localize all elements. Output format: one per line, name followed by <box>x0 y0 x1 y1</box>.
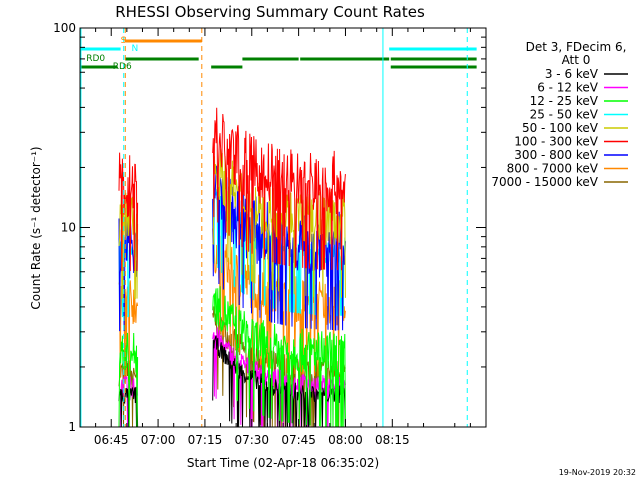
legend-label: 300 - 800 keV <box>514 148 598 162</box>
x-tick-label: 08:00 <box>328 433 363 447</box>
series-trace <box>118 386 139 428</box>
series-trace <box>118 152 139 272</box>
x-tick-label: 07:30 <box>234 433 269 447</box>
rd6-label: RD6 <box>113 62 132 72</box>
legend-label: 3 - 6 keV <box>545 67 599 81</box>
legend-label: 100 - 300 keV <box>514 135 598 149</box>
series-100-300keV <box>118 107 346 272</box>
legend-label: 12 - 25 keV <box>530 94 599 108</box>
chart-title: RHESSI Observing Summary Count Rates <box>115 3 425 21</box>
x-tick-label: 07:45 <box>281 433 316 447</box>
series-trace <box>212 226 346 378</box>
saa-label: S <box>121 36 127 46</box>
series-trace <box>118 332 139 428</box>
y-tick-label: 1 <box>68 420 76 434</box>
timestamp: 19-Nov-2019 20:32 <box>559 468 636 477</box>
legend-label: 50 - 100 keV <box>522 121 599 135</box>
legend-header-line2: Att 0 <box>562 53 591 67</box>
x-tick-label: 08:15 <box>375 433 410 447</box>
legend-label: 7000 - 15000 keV <box>491 175 598 189</box>
y-tick-label: 10 <box>61 221 76 235</box>
x-axis-label: Start Time (02-Apr-18 06:35:02) <box>187 456 379 470</box>
legend-label: 6 - 12 keV <box>537 81 599 95</box>
night-label: N <box>132 44 139 54</box>
tick-layer: 06:45 07:00 07:15 07:30 07:45 08:00 08:15 1 10 10… <box>53 21 486 447</box>
series-12-25keV <box>118 286 346 428</box>
legend-label: 800 - 7000 keV <box>507 162 599 176</box>
rd0-label: RD0 <box>86 54 105 64</box>
y-axis-label: Count Rate (s⁻¹ detector⁻¹) <box>29 146 43 309</box>
flag-layer: SN RD0 RD6 <box>80 28 477 427</box>
legend-label: 25 - 50 keV <box>530 108 599 122</box>
x-tick-label: 06:45 <box>94 433 129 447</box>
x-tick-label: 07:15 <box>188 433 223 447</box>
y-tick-label: 100 <box>53 21 76 35</box>
data-layer <box>118 107 346 428</box>
series-trace <box>212 286 346 428</box>
series-trace <box>212 107 346 271</box>
legend-header-line1: Det 3, FDecim 6, <box>526 40 627 54</box>
x-tick-label: 07:00 <box>141 433 176 447</box>
